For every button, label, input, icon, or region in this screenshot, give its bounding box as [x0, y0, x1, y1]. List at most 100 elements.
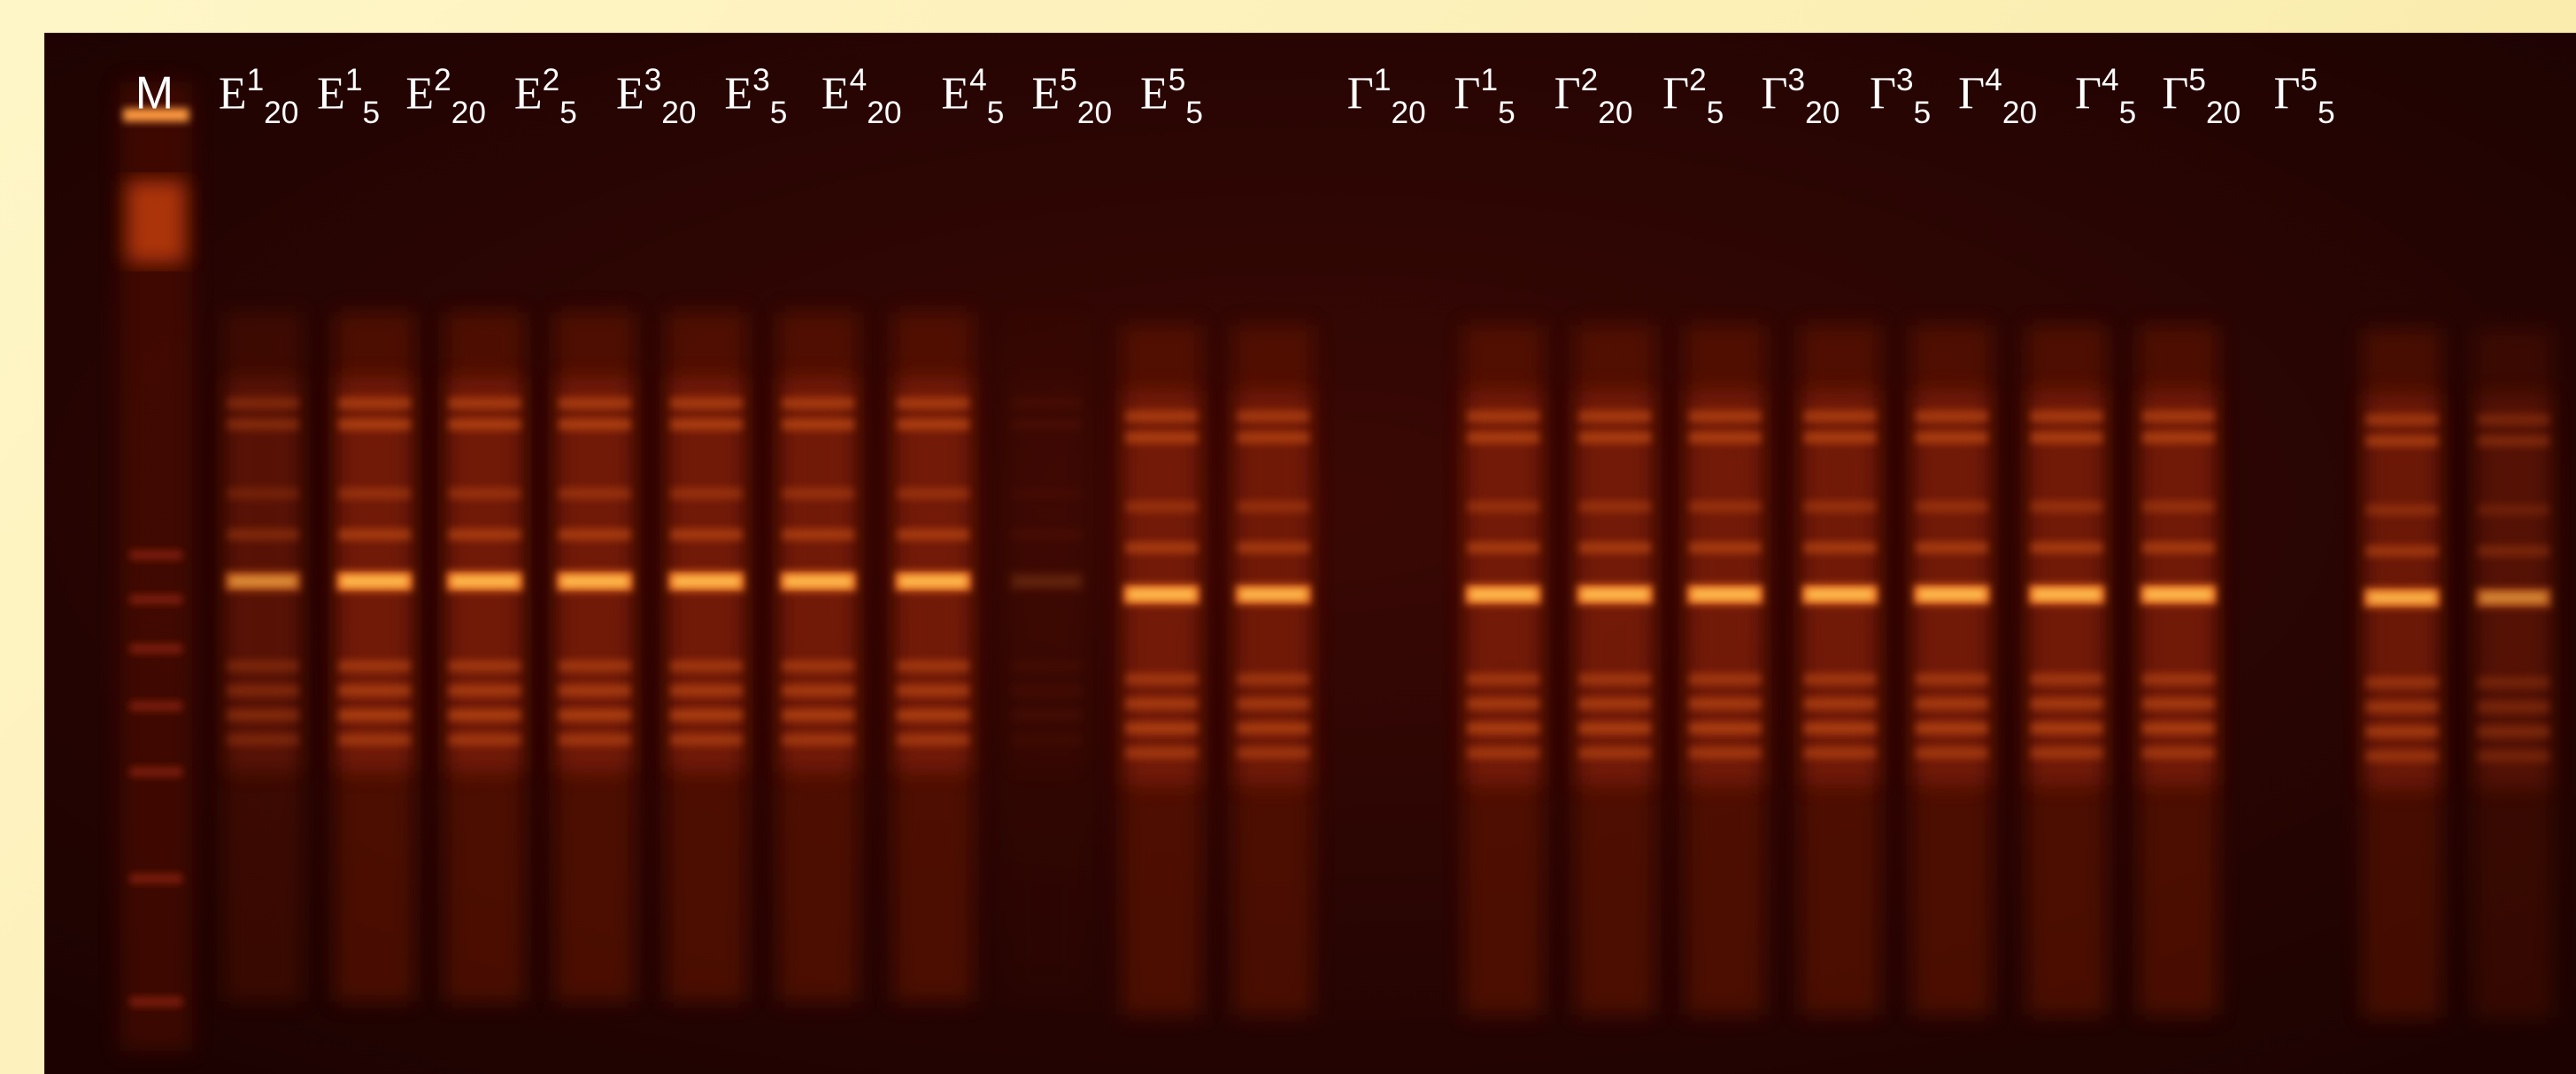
- band: [670, 419, 743, 430]
- band: [2478, 751, 2550, 762]
- band: [897, 661, 969, 672]
- band: [2365, 413, 2438, 425]
- lane-label-sub: 5: [2119, 96, 2137, 130]
- lane-label-base: E: [941, 68, 969, 119]
- band: [2031, 432, 2103, 444]
- band: [1125, 542, 1198, 553]
- band: [1689, 501, 1762, 513]
- band: [1916, 673, 1988, 684]
- lane-label-base: Γ: [1554, 68, 1581, 119]
- band: [449, 419, 521, 430]
- band: [2142, 722, 2215, 734]
- lane-label-base: Γ: [1761, 68, 1787, 119]
- band: [782, 398, 854, 409]
- lane-label-sup: 2: [543, 63, 560, 97]
- band: [2478, 726, 2550, 738]
- band: [2365, 726, 2438, 738]
- lane-label-base: Γ: [2274, 68, 2301, 119]
- band: [227, 661, 299, 672]
- band: [2031, 698, 2103, 709]
- band: [2142, 673, 2215, 684]
- lane-label-base: Γ: [1662, 68, 1689, 119]
- band: [338, 398, 411, 409]
- lane-label-sub: 20: [264, 96, 298, 130]
- band: [782, 709, 854, 721]
- band: [1916, 722, 1988, 734]
- lane-label-base: E: [405, 68, 434, 119]
- band: [338, 529, 411, 540]
- marker-band: [130, 594, 182, 604]
- lane-label-base: E: [724, 68, 752, 119]
- lane-label-base: Γ: [1347, 68, 1374, 119]
- band: [1010, 398, 1083, 409]
- band: [2142, 501, 2215, 513]
- band: [2031, 673, 2103, 684]
- band-main-core: [900, 576, 966, 586]
- band: [1237, 698, 1309, 709]
- band: [2031, 411, 2103, 422]
- band: [338, 661, 411, 672]
- band-main-core: [2146, 590, 2211, 599]
- band: [338, 684, 411, 696]
- lane-label-sub: 5: [770, 96, 788, 130]
- band: [449, 488, 521, 499]
- band: [782, 529, 854, 540]
- band: [897, 419, 969, 430]
- lane-label-sup: 3: [1896, 63, 1914, 97]
- band: [2031, 722, 2103, 734]
- lane-label-sub: 5: [1914, 96, 1932, 130]
- band: [670, 661, 743, 672]
- band: [1125, 698, 1198, 709]
- band: [559, 419, 631, 430]
- band: [897, 529, 969, 540]
- band: [1010, 419, 1083, 430]
- band: [227, 419, 299, 430]
- band: [1578, 722, 1651, 734]
- band: [2142, 747, 2215, 759]
- lane-label-sup: 4: [969, 63, 987, 97]
- band: [338, 419, 411, 430]
- lane-label-sub: 5: [1498, 96, 1516, 130]
- band-main-core: [2369, 593, 2434, 603]
- band: [2478, 413, 2550, 425]
- lane-label-sup: 1: [1374, 63, 1392, 97]
- lane-label-sub: 20: [1805, 96, 1839, 130]
- lane-label-base: Γ: [1870, 68, 1896, 119]
- band: [782, 661, 854, 672]
- band: [782, 488, 854, 499]
- marker-band: [130, 874, 182, 884]
- band: [1689, 411, 1762, 422]
- band: [227, 709, 299, 721]
- band: [1237, 432, 1309, 444]
- band: [2142, 432, 2215, 444]
- band: [782, 684, 854, 696]
- band-main-core: [1582, 590, 1647, 599]
- page: ME120E15E220E25E320E35E420E45E520E55Γ120…: [0, 0, 2576, 1074]
- band: [449, 398, 521, 409]
- marker-band: [130, 997, 182, 1007]
- band: [449, 529, 521, 540]
- lane-label-sub: 5: [1707, 96, 1724, 130]
- band: [1804, 747, 1877, 759]
- marker-band: [130, 701, 182, 711]
- lane-label-sub: 20: [451, 96, 486, 130]
- band-main-core: [2034, 590, 2100, 599]
- band: [559, 488, 631, 499]
- band: [1125, 501, 1198, 513]
- band: [559, 684, 631, 696]
- band: [449, 734, 521, 746]
- lane-label-base: Γ: [2162, 68, 2188, 119]
- band: [559, 529, 631, 540]
- band: [1237, 722, 1309, 734]
- band: [1689, 698, 1762, 709]
- band: [559, 398, 631, 409]
- lane-label-base: Γ: [1958, 68, 1985, 119]
- band-main-core: [562, 576, 628, 586]
- band: [2478, 504, 2550, 515]
- band-main-core: [451, 576, 517, 586]
- band: [1804, 501, 1877, 513]
- band: [2365, 436, 2438, 447]
- lane-label-base: E: [219, 68, 247, 119]
- band-main-core: [785, 576, 851, 586]
- band: [449, 684, 521, 696]
